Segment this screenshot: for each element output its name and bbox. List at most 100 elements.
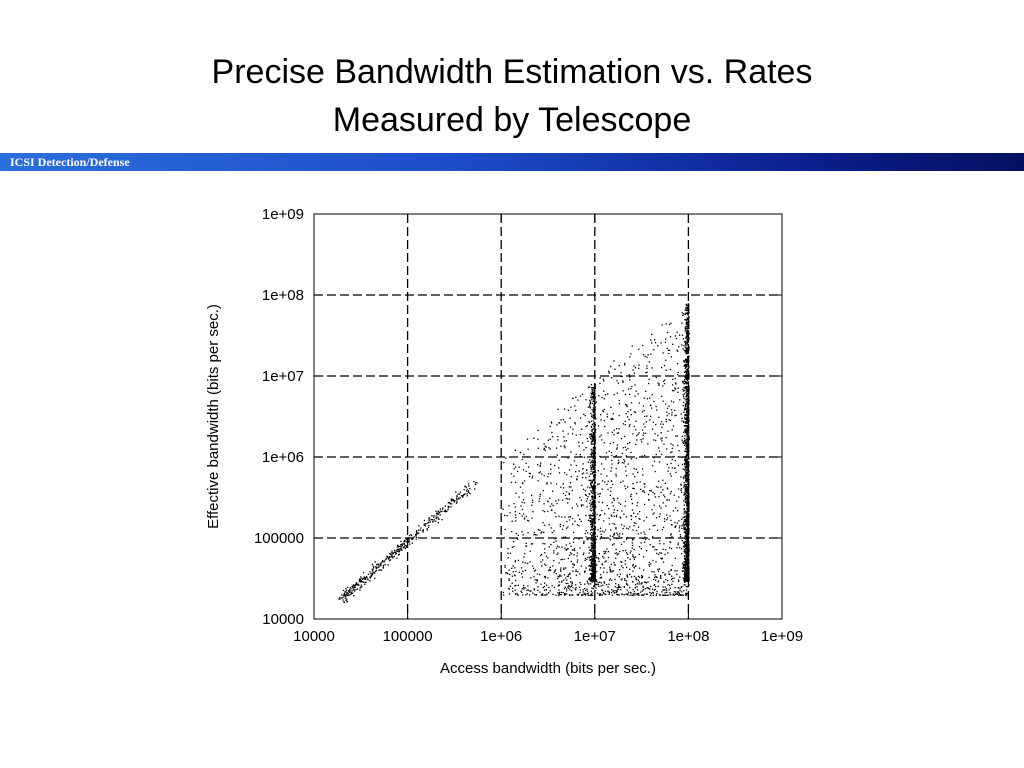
data-point [625,487,627,490]
data-point [655,579,657,581]
data-point [590,507,592,509]
data-point [435,517,437,520]
data-point [686,502,688,504]
data-point [630,414,632,416]
data-point [531,543,534,545]
data-point [672,580,674,583]
data-point [688,544,690,546]
data-point [660,453,663,455]
data-point [586,472,588,474]
data-point [630,592,632,594]
data-point [681,435,683,437]
data-point [594,515,596,517]
data-point [663,494,665,496]
data-point [580,499,582,501]
data-point [594,470,596,472]
data-point [687,395,689,397]
data-point [577,559,579,561]
data-point [569,552,572,554]
data-point [532,511,534,513]
data-point [354,590,356,592]
data-point [685,562,687,564]
data-point [367,579,369,581]
data-point [638,592,640,595]
data-point [514,589,516,591]
data-point [618,535,620,537]
data-point [544,449,546,452]
data-point [664,553,666,556]
data-point [620,579,622,581]
data-point [573,564,575,566]
data-point [651,428,654,430]
data-point [654,576,656,579]
data-point [391,554,393,556]
data-point [686,416,689,418]
data-point [685,517,687,519]
data-point [687,412,689,414]
data-point [688,311,690,314]
data-point [551,503,553,505]
data-point [688,373,690,375]
data-point [688,347,690,349]
data-point [590,467,593,469]
data-point [688,375,690,377]
data-point [396,546,398,548]
data-point [630,353,632,355]
data-point [595,563,597,565]
data-point [599,377,601,379]
data-point [683,525,685,527]
data-point [602,411,605,413]
data-point [574,405,576,407]
data-point [403,542,405,544]
data-point [607,480,609,482]
data-point [683,421,685,423]
data-point [685,372,688,375]
data-point [686,494,688,496]
data-point [686,456,688,458]
data-point [555,500,557,502]
data-point [608,517,610,519]
data-point [680,483,682,485]
data-point [349,591,351,594]
data-point [599,581,601,583]
data-point [686,446,688,448]
data-point [530,543,533,545]
data-point [683,494,685,496]
data-point [400,543,402,546]
data-point [511,582,513,584]
data-point [653,584,655,586]
data-point [662,352,664,354]
data-point [685,346,687,348]
data-point [567,586,569,588]
data-point [683,313,685,315]
data-point [424,523,426,525]
data-point [687,558,689,560]
data-point [660,342,662,344]
data-point [657,581,659,583]
data-point [683,401,685,404]
data-point [686,343,689,345]
data-point [403,540,405,542]
data-point [571,584,573,586]
data-point [687,559,689,561]
data-point [592,416,594,418]
data-point [362,581,364,583]
data-point [608,583,610,585]
data-point [591,461,593,464]
data-point [557,594,560,596]
data-point [686,465,688,467]
data-point [585,447,587,449]
data-point [685,553,687,555]
data-point [591,438,593,440]
data-point [400,545,402,547]
data-point [655,586,657,588]
data-point [686,506,688,508]
data-point [646,593,648,595]
data-point [581,484,583,486]
data-point [678,527,681,529]
data-point [687,439,689,442]
data-point [683,380,685,382]
data-point [519,486,522,488]
data-point [515,516,517,519]
data-point [631,542,633,544]
